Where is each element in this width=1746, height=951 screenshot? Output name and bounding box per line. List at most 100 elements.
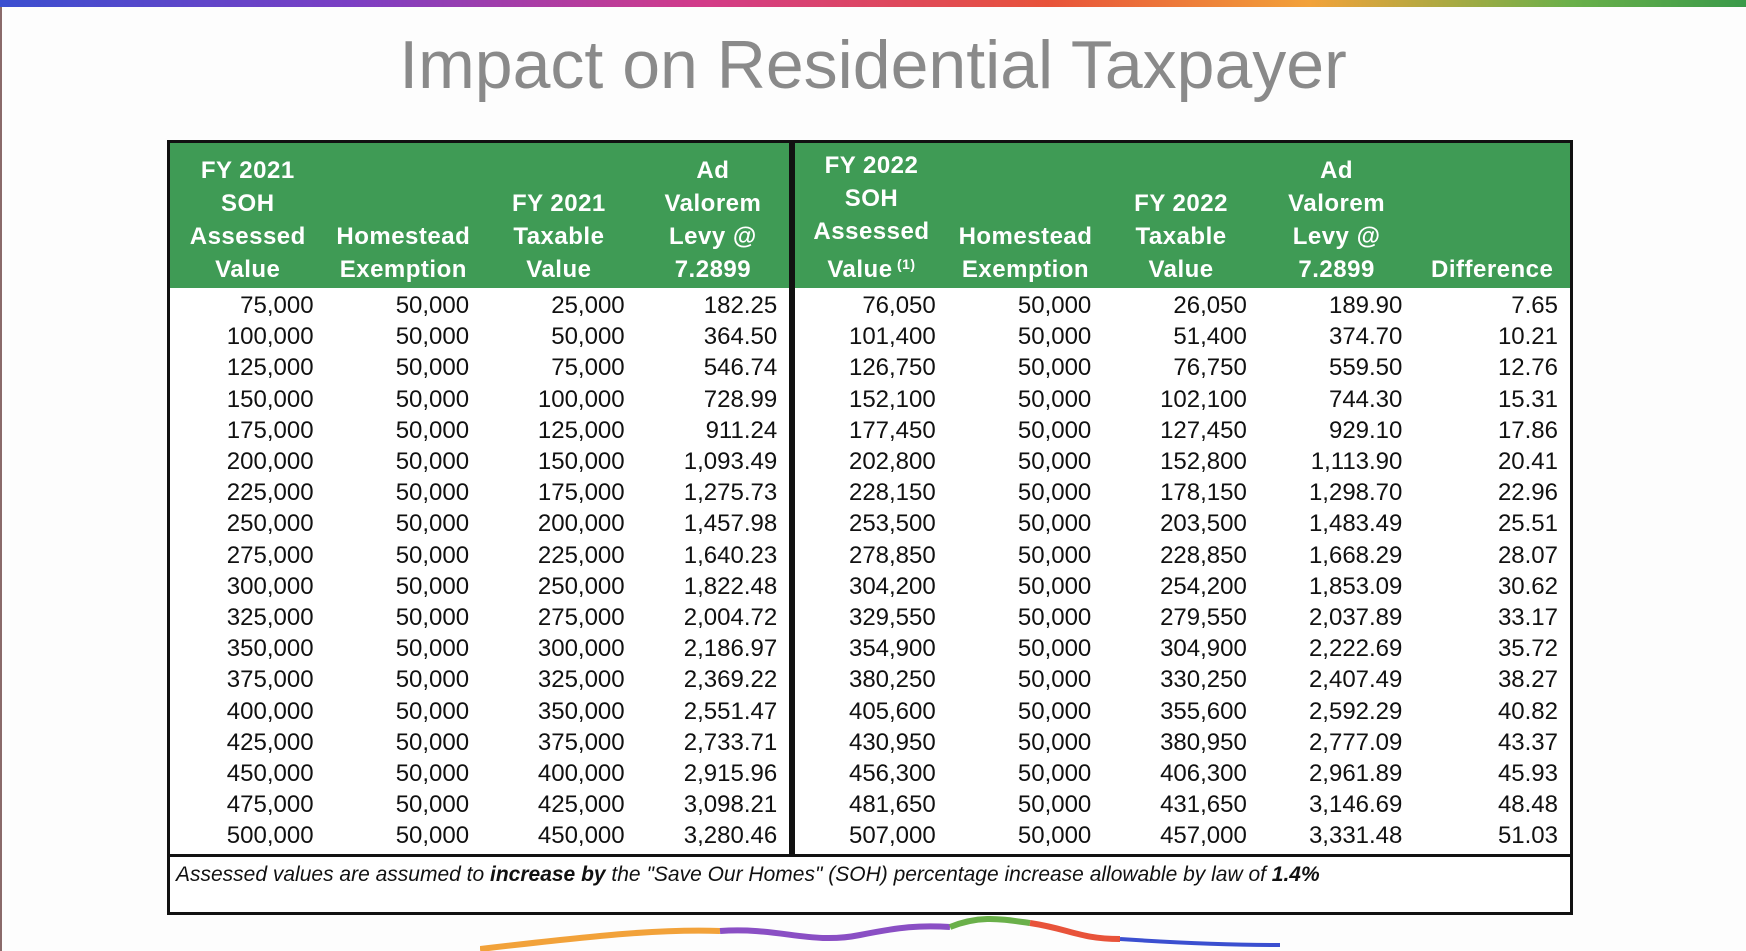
table-row: 125,000 50,000 75,000 546.74 126,750 50,000 76… xyxy=(170,352,1570,384)
table-cell: 50,000 xyxy=(551,323,625,351)
table-cell: 50,000 xyxy=(1017,385,1092,413)
table-cell: 254,200 xyxy=(1160,572,1247,600)
table-cell: 456,300 xyxy=(789,758,948,790)
footnote: Assessed values are assumed to increase … xyxy=(170,853,1570,912)
tax-table-container: FY 2021 SOH Assessed Value Homestead Exemptio… xyxy=(167,140,1573,915)
table-cell: 300,000 xyxy=(226,572,314,600)
table-cell: 50,000 xyxy=(1017,541,1092,569)
table-cell: 405,600 xyxy=(789,695,948,727)
table-cell: 189.90 xyxy=(1328,292,1403,319)
column-header-line: FY 2022 xyxy=(1134,190,1228,217)
table-cell: 50,000 xyxy=(395,791,470,819)
table-cell: 329,550 xyxy=(789,602,948,634)
table-row: 100,000 50,000 50,000 364.50 101,400 50,000 51… xyxy=(170,321,1570,353)
table-cell: 125,000 xyxy=(537,416,625,444)
table-cell: 202,800 xyxy=(789,446,948,478)
table-cell: 1,640.23 xyxy=(683,541,778,569)
table-row: 375,000 50,000 325,000 2,369.22 380,250 50,00… xyxy=(170,664,1570,696)
table-cell: 744.30 xyxy=(1328,385,1403,413)
table-cell: 2,037.89 xyxy=(1308,604,1403,632)
column-header-4: Ad Valorem Levy @ 7.2899 xyxy=(636,143,793,288)
tax-impact-table: FY 2021 SOH Assessed Value Homestead Exemptio… xyxy=(170,143,1570,854)
table-row: 200,000 50,000 150,000 1,093.49 202,800 50,00… xyxy=(170,446,1570,478)
table-cell: 25,000 xyxy=(551,292,625,319)
table-row: 175,000 50,000 125,000 911.24 177,450 50,000 1… xyxy=(170,414,1570,447)
table-cell: 50,000 xyxy=(1017,572,1092,600)
table-cell: 50,000 xyxy=(395,479,470,507)
column-header-line: Difference xyxy=(1431,256,1554,283)
table-cell: 30.62 xyxy=(1497,572,1558,600)
table-cell: 75,000 xyxy=(240,292,314,319)
table-cell: 101,400 xyxy=(789,321,948,353)
table-cell: 929.10 xyxy=(1328,416,1403,444)
table-cell: 50,000 xyxy=(1017,697,1092,725)
table-cell: 50,000 xyxy=(1017,604,1092,632)
table-cell: 1,483.49 xyxy=(1308,510,1403,538)
table-cell: 50,000 xyxy=(395,448,470,476)
table-cell: 355,600 xyxy=(1160,697,1247,725)
table-cell: 2,777.09 xyxy=(1308,728,1403,756)
column-header-5: FY 2022 SOH Assessed Value (1) xyxy=(789,143,948,288)
column-header-8: Ad Valorem Levy @ 7.2899 xyxy=(1258,143,1415,288)
table-cell: 127,450 xyxy=(1160,416,1247,444)
footnote-bold-2: 1.4% xyxy=(1271,862,1320,886)
table-cell: 225,000 xyxy=(226,479,314,507)
table-cell: 450,000 xyxy=(537,822,625,850)
table-cell: 431,650 xyxy=(1160,791,1247,819)
table-cell: 1,853.09 xyxy=(1308,572,1403,600)
column-header-line: Ad xyxy=(1320,157,1354,184)
table-row: 225,000 50,000 175,000 1,275.73 228,150 50,00… xyxy=(170,477,1570,509)
table-cell: 50,000 xyxy=(395,604,470,632)
table-cell: 2,551.47 xyxy=(683,697,778,725)
table-cell: 200,000 xyxy=(537,510,625,538)
column-header-line: Levy @ xyxy=(1292,223,1381,250)
table-row: 350,000 50,000 300,000 2,186.97 354,900 50,00… xyxy=(170,633,1570,665)
column-header-7: FY 2022 Taxable Value xyxy=(1103,143,1259,288)
table-cell: 50,000 xyxy=(1017,416,1092,444)
table-cell: 200,000 xyxy=(226,448,314,476)
table-cell: 28.07 xyxy=(1497,541,1558,569)
table-cell: 7.65 xyxy=(1511,292,1558,319)
table-cell: 2,004.72 xyxy=(683,604,778,632)
table-cell: 500,000 xyxy=(226,822,314,850)
table-cell: 425,000 xyxy=(226,728,314,756)
table-cell: 375,000 xyxy=(537,728,625,756)
table-cell: 250,000 xyxy=(537,572,625,600)
column-header-line: SOH xyxy=(844,185,899,212)
table-cell: 26,050 xyxy=(1173,292,1247,319)
table-cell: 100,000 xyxy=(537,385,625,413)
table-cell: 911.24 xyxy=(705,416,778,444)
table-cell: 250,000 xyxy=(226,510,314,538)
table-cell: 126,750 xyxy=(789,352,948,384)
table-cell: 175,000 xyxy=(226,416,314,444)
table-cell: 203,500 xyxy=(1160,510,1247,538)
decorative-swoosh-icon xyxy=(480,916,1280,951)
table-row: 275,000 50,000 225,000 1,640.23 278,850 50,00… xyxy=(170,539,1570,571)
column-header-line: 7.2899 xyxy=(1298,256,1375,283)
table-cell: 75,000 xyxy=(551,354,625,382)
column-header-line: Valorem xyxy=(664,190,762,217)
table-cell: 17.86 xyxy=(1497,416,1558,444)
table-cell: 35.72 xyxy=(1497,635,1558,663)
table-row: 75,000 50,000 25,000 182.25 76,050 50,000 26,0… xyxy=(170,288,1570,322)
table-cell: 152,100 xyxy=(789,383,948,415)
left-edge-line xyxy=(0,7,2,951)
table-cell: 50,000 xyxy=(395,572,470,600)
table-cell: 425,000 xyxy=(537,791,625,819)
table-cell: 150,000 xyxy=(226,385,314,413)
column-header-line: Exemption xyxy=(339,256,467,283)
table-cell: 50,000 xyxy=(1017,791,1092,819)
column-header-line: Assessed xyxy=(189,223,306,250)
table-cell: 1,113.90 xyxy=(1310,448,1403,476)
table-cell: 76,050 xyxy=(789,288,948,322)
table-row: 475,000 50,000 425,000 3,098.21 481,650 50,00… xyxy=(170,789,1570,821)
table-cell: 50,000 xyxy=(395,292,470,319)
table-cell: 76,750 xyxy=(1173,354,1247,382)
table-cell: 40.82 xyxy=(1497,697,1558,725)
table-cell: 50,000 xyxy=(395,822,470,850)
table-cell: 50,000 xyxy=(1017,354,1092,382)
column-header-line: Exemption xyxy=(961,256,1090,283)
table-cell: 275,000 xyxy=(226,541,314,569)
table-cell: 2,222.69 xyxy=(1308,635,1403,663)
table-cell: 50,000 xyxy=(1017,510,1092,538)
